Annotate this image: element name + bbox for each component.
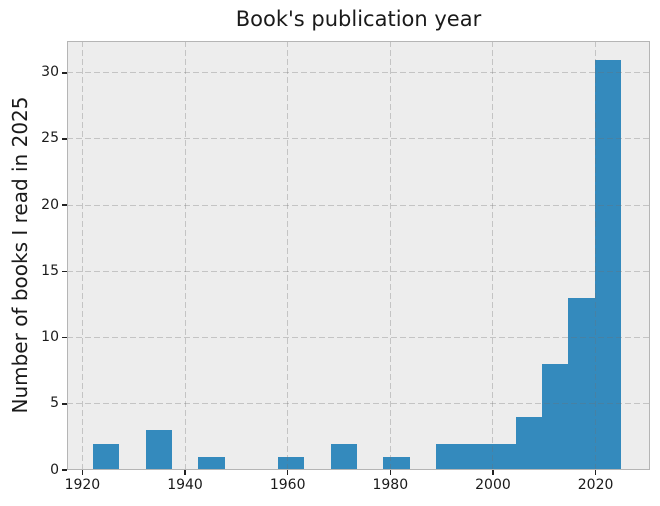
histogram-bar: [541, 364, 569, 470]
y-tick-label: 10: [41, 329, 59, 346]
x-tick-label: 1960: [269, 477, 306, 493]
bars-layer: [67, 41, 650, 470]
chart-title: Book's publication year: [235, 7, 482, 31]
x-tick-mark: [492, 470, 494, 475]
gridline-horizontal: [67, 270, 650, 272]
gridline-vertical: [595, 41, 597, 470]
y-tick-label: 20: [41, 196, 59, 213]
y-tick-mark: [62, 204, 67, 206]
histogram-bar: [489, 443, 516, 470]
grid-layer: [67, 41, 650, 470]
x-tick-label: 2000: [475, 477, 511, 493]
x-tick-mark: [389, 470, 392, 475]
y-tick-mark: [62, 469, 67, 471]
y-tick-label: 0: [50, 461, 59, 478]
plot-area: [67, 41, 650, 470]
gridline-horizontal: [67, 138, 650, 140]
y-tick-mark: [62, 270, 67, 273]
x-tick-label: 1940: [167, 477, 203, 493]
y-tick-label: 25: [41, 130, 59, 147]
gridline-horizontal: [67, 72, 650, 74]
histogram-bar: [92, 443, 120, 470]
y-tick-label: 5: [50, 395, 59, 412]
histogram-bar: [594, 59, 622, 470]
x-tick-mark: [81, 470, 84, 475]
y-tick-label: 15: [41, 262, 59, 279]
gridline-horizontal: [67, 204, 650, 206]
x-tick-label: 1920: [64, 477, 101, 493]
gridline-vertical: [81, 41, 83, 470]
histogram-bar: [568, 297, 595, 470]
histogram-bar: [436, 443, 463, 470]
histogram-bar: [145, 430, 172, 470]
histogram-bar: [198, 456, 225, 470]
gridline-horizontal: [67, 337, 650, 339]
gridline-vertical: [492, 41, 494, 470]
y-tick-label: 30: [41, 64, 59, 81]
histogram-bar: [462, 443, 490, 470]
histogram-bar: [383, 456, 410, 470]
gridline-vertical: [184, 41, 186, 470]
histogram-bar: [277, 456, 305, 470]
x-tick-mark: [184, 470, 186, 475]
x-tick-mark: [286, 470, 289, 475]
y-tick-mark: [62, 336, 67, 339]
gridline-vertical: [287, 41, 289, 470]
histogram-bar: [330, 443, 357, 470]
y-tick-mark: [62, 403, 67, 405]
y-tick-mark: [62, 138, 67, 140]
gridline-vertical: [389, 41, 391, 470]
x-tick-label: 2020: [577, 477, 614, 493]
x-tick-label: 1980: [372, 477, 409, 493]
histogram-bar: [515, 417, 542, 470]
x-tick-mark: [594, 470, 597, 475]
gridline-horizontal: [67, 403, 650, 405]
y-tick-mark: [62, 72, 67, 74]
